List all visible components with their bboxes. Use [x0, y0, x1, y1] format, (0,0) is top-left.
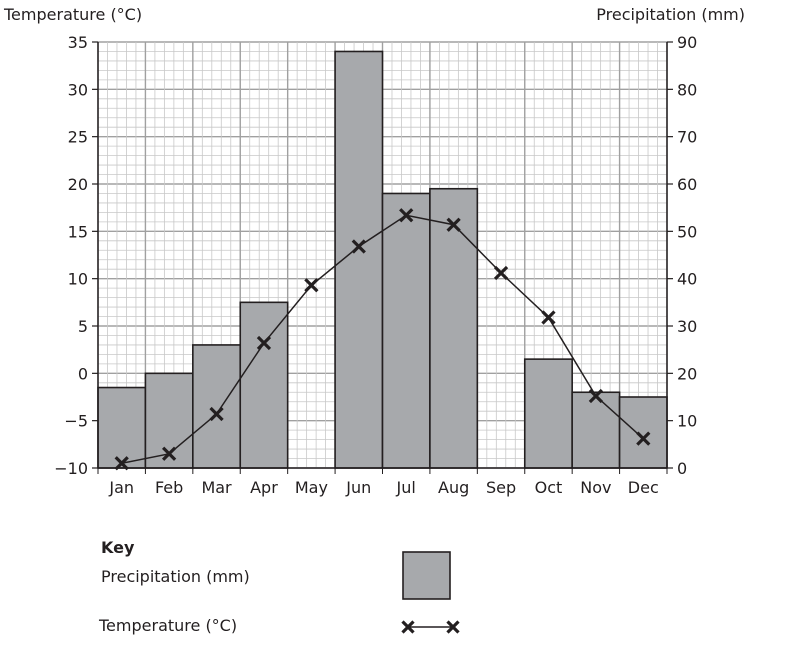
precip-bar-apr	[239, 301, 289, 469]
precip-bar-jul	[381, 192, 431, 469]
x-tick-label: Jan	[108, 478, 134, 497]
x-tick-label: Mar	[201, 478, 232, 497]
precip-bar-nov	[571, 391, 621, 469]
left-tick-label: −10	[54, 459, 88, 478]
right-tick-label: 0	[677, 459, 687, 478]
right-tick-label: 50	[677, 222, 697, 241]
left-tick-label: 5	[78, 317, 88, 336]
precip-bar-aug	[429, 187, 479, 469]
right-tick-label: 20	[677, 364, 697, 383]
key-title: Key	[101, 538, 135, 557]
right-axis-label: Precipitation (mm)	[596, 5, 745, 24]
right-tick-label: 90	[677, 33, 697, 52]
left-tick-label: 0	[78, 364, 88, 383]
x-tick-label: May	[295, 478, 328, 497]
temp-marker-aug	[446, 217, 461, 232]
left-tick-label: 20	[68, 175, 88, 194]
left-tick-label: 10	[68, 270, 88, 289]
left-tick-label: 35	[68, 33, 88, 52]
precip-bar-jan	[97, 386, 147, 469]
right-tick-label: 40	[677, 270, 697, 289]
precip-bar-oct	[523, 358, 573, 469]
temp-marker-apr	[256, 335, 272, 351]
left-tick-label: 25	[68, 128, 88, 147]
temp-marker-sep	[493, 265, 509, 281]
key-precip-label: Precipitation (mm)	[101, 567, 250, 586]
temp-marker-jul	[399, 208, 414, 223]
precip-bar-mar	[192, 344, 242, 469]
x-tick-label: Jun	[345, 478, 371, 497]
right-tick-label: 60	[677, 175, 697, 194]
x-tick-label: Sep	[486, 478, 516, 497]
temp-marker-dec	[636, 431, 651, 446]
temperature-line	[121, 214, 644, 465]
x-tick-label: Apr	[250, 478, 278, 497]
key-cross-icon	[446, 620, 460, 634]
x-tick-label: Nov	[580, 478, 611, 497]
precip-bar-dec	[618, 396, 668, 469]
right-tick-label: 80	[677, 80, 697, 99]
x-tick-label: Oct	[535, 478, 563, 497]
left-tick-label: 15	[68, 222, 88, 241]
temp-marker-feb	[161, 446, 177, 461]
temp-marker-jun	[351, 239, 366, 254]
left-tick-label: 30	[68, 80, 88, 99]
left-tick-label: −5	[64, 412, 88, 431]
temp-marker-may	[304, 278, 319, 293]
key-precip-swatch	[402, 551, 451, 600]
x-tick-label: Dec	[628, 478, 659, 497]
left-axis-label: Temperature (°C)	[3, 5, 142, 24]
key-cross-icon	[401, 620, 415, 634]
right-tick-label: 70	[677, 128, 697, 147]
x-tick-label: Aug	[438, 478, 469, 497]
temp-marker-mar	[209, 406, 224, 422]
temp-marker-oct	[541, 310, 556, 325]
key-temp-label: Temperature (°C)	[99, 616, 238, 635]
right-tick-label: 30	[677, 317, 697, 336]
right-tick-label: 10	[677, 412, 697, 431]
x-tick-label: Jul	[396, 478, 416, 497]
temp-marker-nov	[588, 388, 604, 404]
temp-marker-jan	[114, 456, 129, 471]
x-tick-label: Feb	[155, 478, 183, 497]
